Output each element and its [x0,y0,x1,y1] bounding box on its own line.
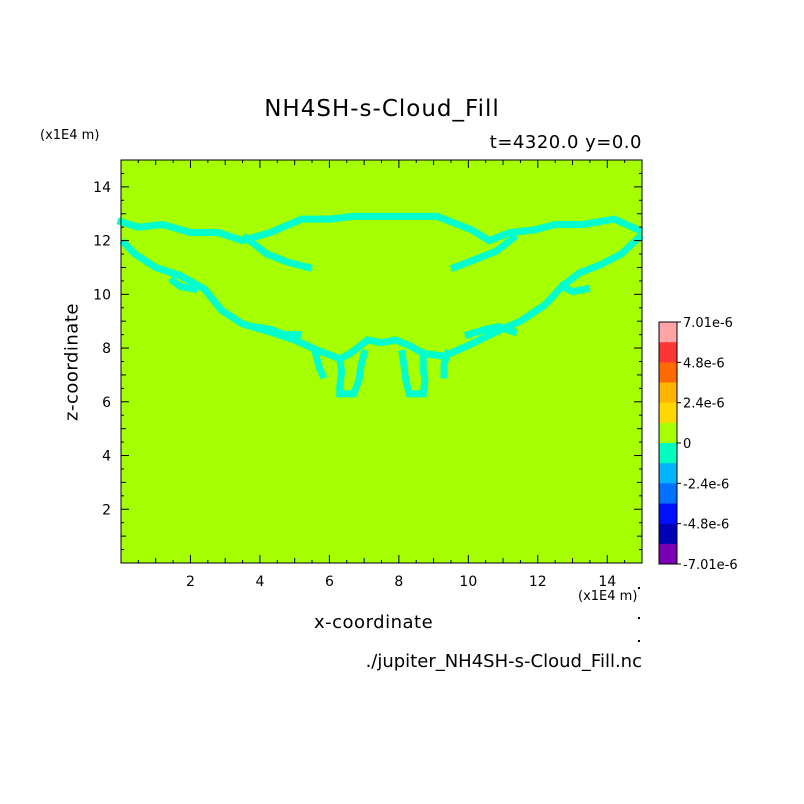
cloud-feature-2 [241,232,313,272]
colorbar-tick-label: 4.8e-6 [683,356,725,371]
cloud-feature-5 [463,322,519,339]
x-tick-label: 8 [394,574,403,590]
x-tick-label: 12 [529,574,547,590]
cloud-feature-9 [440,348,452,379]
colorbar-tick-label: -7.01e-6 [683,558,738,573]
chart-subtitle: t=4320.0 y=0.0 [489,132,642,153]
colorbar-segment [659,342,677,363]
field-background [121,160,642,563]
x-tick-label: 4 [255,574,264,590]
cloud-feature-7 [398,349,429,398]
colorbar-tick-label: -2.4e-6 [683,477,729,492]
marker-dot [638,587,640,589]
colorbar-segment [659,523,677,545]
cloud-feature-6 [335,349,369,398]
colorbar-tick-label: -4.8e-6 [683,518,729,533]
colorbar-segment [659,503,677,525]
source-filename: ./jupiter_NH4SH-s-Cloud_Fill.nc [365,651,642,672]
cloud-feature-0 [116,212,644,245]
cloud-feature-10 [168,275,199,294]
y-unit-label: (x1E4 m) [40,128,100,143]
x-tick-label: 6 [325,574,334,590]
axes-layer: 2 4 6 8 10 12 14 2 4 6 8 10 12 14 [93,159,643,642]
marker-dot [638,617,640,619]
y-tick-label: 8 [102,341,111,357]
cloud-feature-3 [449,232,519,273]
y-tick-label: 4 [102,449,111,465]
cloud-feature-layer [116,212,644,398]
colorbar-tick-label: 7.01e-6 [683,316,733,331]
colorbar-segment [659,402,677,424]
colorbar-segment [659,443,677,464]
y-tick-label: 6 [102,395,111,411]
colorbar-segment [659,422,677,444]
colorbar-segment [659,543,677,565]
y-tick-label: 2 [102,502,111,518]
y-tick-label: 10 [93,287,111,303]
colorbar-segment [659,362,677,383]
y-tick-label: 14 [93,180,111,196]
colorbar-tick-label: 0 [683,437,691,452]
colorbar-segment [659,382,677,404]
colorbar-tick-label: 2.4e-6 [683,397,725,412]
cloud-feature-11 [557,281,591,296]
colorbar-segment [659,322,677,343]
x-tick-label: 14 [598,574,616,590]
field-layer [121,160,642,563]
marker-dot [638,640,640,642]
cloud-feature-4 [249,322,302,339]
cloud-feature-1 [119,232,644,363]
x-tick-label: 2 [186,574,195,590]
x-axis-label: x-coordinate [314,612,434,633]
cloud-feature-8 [311,349,328,380]
colorbar-segment [659,463,677,484]
colorbar: 7.01e-6 4.8e-6 2.4e-6 0 -2.4e-6 -4.8e-6 -7.01e… [658,316,738,573]
y-tick-label: 12 [93,234,111,250]
x-unit-label: (x1E4 m) [578,589,638,604]
x-tick-label: 10 [459,574,477,590]
colorbar-segment [659,483,677,504]
chart-title: NH4SH-s-Cloud_Fill [264,96,500,122]
